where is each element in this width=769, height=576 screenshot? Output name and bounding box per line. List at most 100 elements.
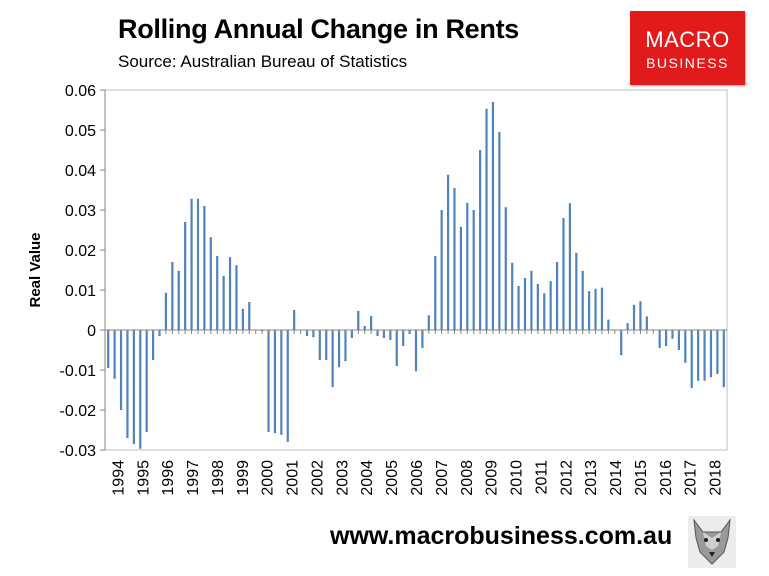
bar	[241, 308, 244, 330]
bar	[209, 237, 212, 330]
x-axis-ticks: 1994 1995 1996 1997 1998 1999 2000 2001 2002 2003…	[110, 460, 724, 496]
y-tick-label: 0.01	[65, 283, 96, 300]
bar	[697, 330, 700, 381]
bar	[164, 292, 168, 330]
x-tick-label: 2003	[334, 460, 351, 496]
bar	[119, 330, 123, 410]
bar	[273, 330, 277, 434]
bar	[325, 330, 328, 360]
x-tick-label: 2013	[583, 460, 600, 496]
bar	[331, 330, 334, 388]
bar	[190, 198, 193, 330]
wolf-icon	[688, 516, 736, 568]
bar	[549, 281, 552, 330]
x-tick-label: 1994	[110, 460, 127, 496]
bar	[671, 330, 674, 339]
bar	[600, 287, 604, 330]
bar	[171, 262, 174, 330]
logo-line-2: BUSINESS	[646, 55, 729, 71]
bar	[152, 330, 155, 360]
bar	[222, 276, 225, 330]
bar	[588, 291, 591, 330]
bar	[177, 270, 180, 330]
x-tick-label: 2018	[708, 460, 725, 496]
bar	[459, 226, 462, 330]
bar	[479, 150, 482, 330]
x-tick-label: 2009	[484, 460, 501, 496]
bar	[690, 330, 693, 388]
bar	[703, 330, 706, 381]
x-tick-label: 1996	[160, 460, 177, 496]
bar	[421, 330, 424, 348]
bar	[664, 330, 668, 346]
bar	[363, 326, 366, 330]
x-tick-label: 1995	[135, 460, 152, 496]
bar	[485, 108, 488, 330]
bar	[491, 102, 495, 330]
x-tick-label: 2005	[384, 460, 401, 496]
bar	[504, 207, 507, 330]
bar	[626, 323, 629, 330]
bar	[184, 222, 187, 330]
bar	[632, 304, 636, 330]
x-tick-label: 2015	[633, 460, 650, 496]
bar	[517, 286, 520, 330]
bar	[709, 330, 713, 378]
logo-line-1: MACRO	[645, 27, 730, 52]
bar	[414, 330, 418, 372]
x-tick-label: 2002	[310, 460, 327, 496]
x-tick-label: 2001	[285, 460, 302, 496]
bar	[440, 210, 443, 330]
y-tick-label: -0.02	[60, 403, 97, 420]
bar	[575, 252, 578, 330]
footer-url[interactable]: www.macrobusiness.com.au	[330, 522, 673, 550]
chart-title: Rolling Annual Change in Rents	[118, 14, 519, 44]
bar	[684, 330, 687, 363]
bar	[555, 262, 559, 330]
bar	[658, 330, 661, 348]
bar	[639, 301, 642, 330]
bar	[228, 257, 232, 330]
bar	[389, 330, 392, 340]
bar	[286, 330, 289, 442]
y-tick-label: 0.05	[65, 123, 96, 140]
bar	[581, 270, 584, 330]
x-tick-label: 2004	[359, 460, 376, 496]
bar	[434, 256, 437, 330]
bar	[716, 330, 719, 374]
bar	[536, 284, 539, 330]
x-tick-label: 2014	[608, 460, 625, 496]
bar	[107, 330, 110, 368]
x-tick-label: 2012	[558, 460, 575, 496]
x-tick-label: 1997	[185, 460, 202, 496]
bar	[446, 174, 450, 330]
bar	[498, 132, 501, 330]
bar	[427, 315, 430, 330]
bar	[594, 288, 597, 330]
x-tick-label: 2006	[409, 460, 426, 496]
bar	[203, 206, 206, 330]
y-tick-label: 0.06	[65, 83, 96, 100]
y-tick-label: 0.04	[65, 163, 96, 180]
x-tick-label: 2011	[533, 460, 550, 495]
bar	[607, 319, 610, 330]
bar	[113, 330, 116, 379]
bar	[402, 330, 405, 346]
bar	[357, 310, 360, 330]
bar	[568, 203, 571, 330]
bar	[145, 330, 148, 432]
bar	[395, 330, 398, 366]
bar	[645, 316, 648, 330]
y-tick-label: 0	[87, 323, 96, 340]
bar	[344, 330, 347, 362]
bar	[293, 310, 296, 330]
y-axis-ticks: 0.06 0.05 0.04 0.03 0.02 0.01 0 -0.01 -0.02 -0.03	[60, 83, 105, 460]
bar	[453, 188, 456, 330]
x-tick-label: 2000	[260, 460, 277, 496]
y-tick-label: 0.02	[65, 243, 96, 260]
bar	[370, 316, 373, 330]
bar	[196, 198, 200, 330]
bar	[235, 265, 238, 330]
macrobusiness-logo[interactable]: MACRO BUSINESS	[630, 11, 745, 85]
